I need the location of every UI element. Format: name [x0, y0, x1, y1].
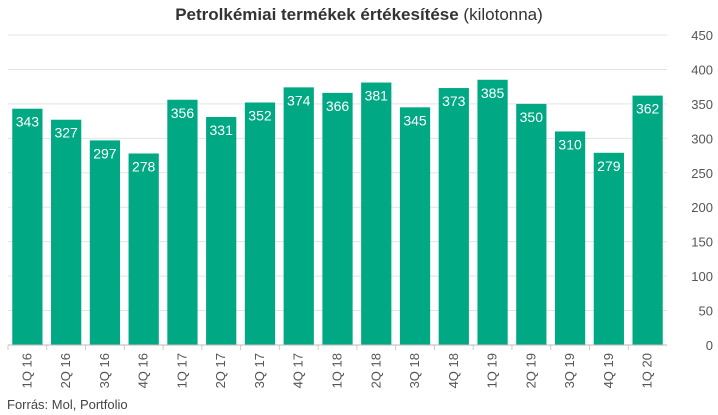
- data-label: 327: [54, 125, 78, 141]
- y-tick-label: 250: [691, 166, 713, 181]
- data-label: 345: [403, 112, 427, 128]
- bar-3q-16: [89, 140, 121, 345]
- data-label: 381: [365, 88, 389, 104]
- data-label: 366: [326, 98, 350, 114]
- data-label: 362: [636, 101, 660, 117]
- chart-title-unit: (kilotonna): [458, 5, 543, 24]
- y-tick-label: 50: [699, 304, 713, 319]
- bar-1q-19: [477, 79, 508, 346]
- bar-2q-16: [51, 119, 82, 345]
- x-tick-label: 1Q 18: [330, 353, 345, 388]
- data-label: 278: [132, 158, 156, 174]
- x-tick-label: 2Q 16: [58, 353, 73, 388]
- x-tick-label: 1Q 16: [19, 353, 34, 388]
- source-note: Forrás: Mol, Portfolio: [7, 397, 128, 412]
- data-label: 331: [210, 122, 234, 138]
- y-tick-label: 400: [691, 62, 713, 77]
- bar-3q-19: [554, 131, 586, 345]
- y-tick-label: 0: [706, 338, 713, 353]
- x-tick-label: 4Q 17: [291, 353, 306, 388]
- chart-title: Petrolkémiai termékek értékesítése (kilo…: [0, 5, 718, 25]
- data-label: 352: [248, 108, 272, 124]
- x-tick-label: 4Q 18: [446, 353, 461, 388]
- bar-4q-18: [438, 88, 469, 346]
- y-axis-ticks: 0 50 100 150 200 250 300 350 400 450: [691, 28, 713, 353]
- bar-1q-17: [167, 99, 198, 345]
- y-tick-label: 450: [691, 28, 713, 43]
- bar-3q-17: [244, 102, 276, 345]
- y-tick-label: 150: [691, 235, 713, 250]
- y-tick-label: 200: [691, 200, 713, 215]
- x-tick-label: 2Q 19: [523, 353, 538, 388]
- y-tick-label: 100: [691, 269, 713, 284]
- bar-1q-20: [632, 95, 663, 345]
- bar-3q-18: [399, 107, 431, 345]
- data-label: 350: [520, 109, 544, 125]
- data-label: 374: [287, 92, 311, 108]
- y-tick-label: 300: [691, 131, 713, 146]
- bar-2q-17: [206, 116, 237, 345]
- bar-4q-17: [283, 87, 314, 345]
- x-tick-label: 3Q 19: [562, 353, 577, 388]
- x-tick-label: 3Q 17: [252, 353, 267, 388]
- x-tick-label: 4Q 16: [136, 353, 151, 388]
- x-tick-label: 2Q 18: [368, 353, 383, 388]
- y-tick-label: 350: [691, 97, 713, 112]
- bar-4q-16: [128, 153, 159, 345]
- data-label: 310: [558, 136, 582, 152]
- bars: 343 327 297 278 356 331 352 374 366 381 345 373 385 3…: [12, 79, 663, 346]
- bar-2q-19: [516, 103, 547, 345]
- data-label: 279: [597, 158, 621, 174]
- x-tick-label: 1Q 17: [174, 353, 189, 388]
- bar-1q-16: [12, 108, 43, 345]
- x-tick-label: 1Q 20: [640, 353, 655, 388]
- x-tick-label: 2Q 17: [213, 353, 228, 388]
- x-axis-ticks: 1Q 16 2Q 16 3Q 16 4Q 16 1Q 17 2Q 17 3Q 17 4Q 17…: [7, 344, 667, 388]
- chart-title-main: Petrolkémiai termékek értékesítése: [175, 5, 459, 24]
- data-label: 373: [442, 93, 466, 109]
- data-label: 297: [93, 145, 117, 161]
- data-label: 356: [171, 105, 195, 121]
- x-tick-label: 3Q 18: [407, 353, 422, 388]
- bar-2q-18: [361, 82, 392, 346]
- data-label: 343: [16, 114, 40, 130]
- x-tick-label: 4Q 19: [601, 353, 616, 388]
- bar-1q-18: [322, 92, 353, 345]
- data-label: 385: [481, 85, 505, 101]
- x-tick-label: 3Q 16: [97, 353, 112, 388]
- bar-4q-19: [593, 152, 624, 345]
- x-tick-label: 1Q 19: [485, 353, 500, 388]
